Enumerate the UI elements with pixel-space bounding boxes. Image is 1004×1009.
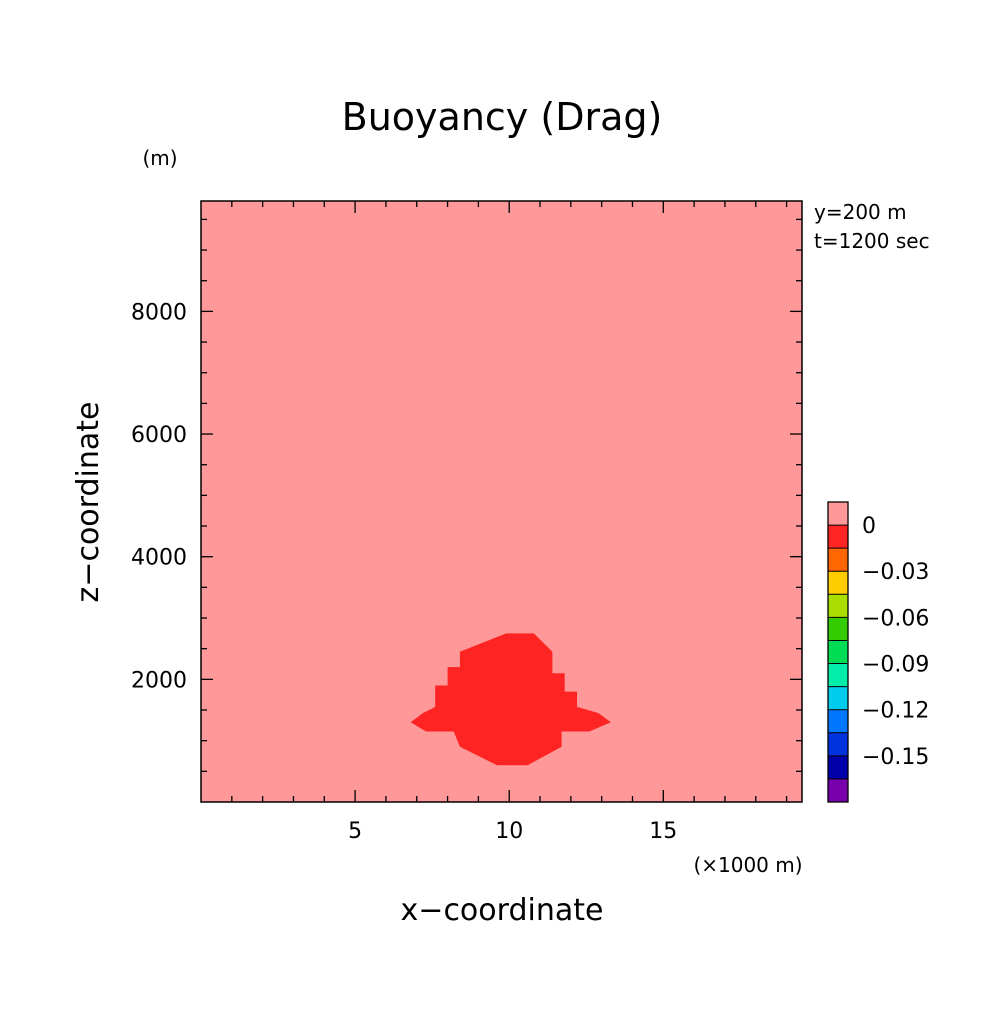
colorbar-swatch (828, 594, 848, 618)
y-axis-title: z−coordinate (71, 402, 106, 603)
colorbar-frame (827, 501, 849, 803)
plot-area: 5 10 15 2000 4000 6000 8000 (131, 200, 803, 844)
colorbar-swatch (828, 640, 848, 665)
colorbar-label: −0.06 (862, 606, 929, 631)
x-tick-label: 15 (649, 819, 677, 844)
colorbar-swatch (828, 732, 848, 757)
colorbar-swatch (828, 502, 848, 526)
tick-marks (201, 201, 802, 802)
chart-title: Buoyancy (Drag) (342, 95, 663, 139)
y-tick-label: 2000 (131, 668, 187, 693)
colorbar-swatch (828, 709, 848, 734)
colorbar-swatch (828, 778, 848, 803)
y-tick-label: 4000 (131, 546, 187, 571)
colorbar-swatch (828, 571, 848, 595)
colorbar-swatch (828, 617, 848, 641)
colorbar-label: −0.12 (862, 699, 929, 724)
colorbar-label: −0.03 (862, 560, 929, 585)
annotation-y-position: y=200 m (814, 200, 907, 224)
plot-frame (200, 200, 803, 803)
colorbar-swatch (828, 755, 848, 780)
colorbar-label: 0 (862, 514, 876, 539)
colorbar-swatch (828, 548, 848, 572)
colorbar-label: −0.15 (862, 745, 929, 770)
negative-buoyancy-region (410, 633, 611, 766)
y-tick-label: 6000 (131, 423, 187, 448)
x-axis-title: x−coordinate (401, 893, 604, 928)
x-tick-label: 10 (495, 819, 523, 844)
colorbar-swatch (828, 663, 848, 688)
y-tick-label: 8000 (131, 300, 187, 325)
annotation-time: t=1200 sec (814, 229, 930, 253)
y-unit-label: (m) (142, 146, 177, 170)
colorbar: 0 −0.03 −0.06 −0.09 −0.12 −0.15 (827, 501, 929, 803)
colorbar-label: −0.09 (862, 653, 929, 678)
x-tick-label: 5 (348, 819, 362, 844)
colorbar-swatch (828, 525, 848, 549)
colorbar-swatch (828, 686, 848, 711)
x-unit-label: (×1000 m) (693, 853, 802, 877)
